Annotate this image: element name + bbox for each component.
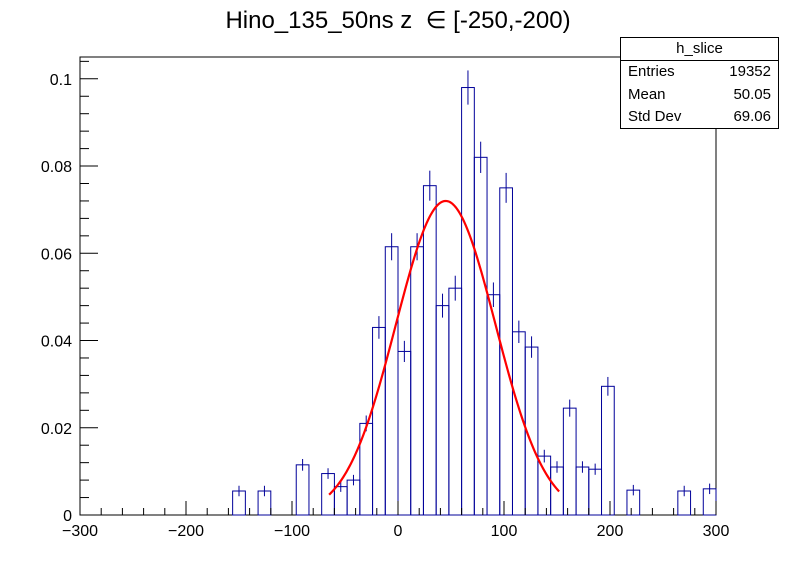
stats-value: 50.05 [733, 85, 771, 103]
histogram-bar [422, 185, 437, 516]
histogram-bar [372, 326, 386, 516]
y-tick-label: 0.1 [50, 72, 72, 89]
x-tick-label: 100 [491, 523, 518, 540]
y-tick-label: 0.04 [41, 334, 72, 351]
histogram-bar [588, 468, 603, 516]
histogram-bar [473, 156, 488, 516]
histogram-bar [461, 87, 475, 516]
x-tick-label: −100 [274, 523, 310, 540]
chart-title: Hino_135_50ns z ∈ [-250,-200) [225, 7, 571, 34]
stats-label: Entries [628, 63, 675, 80]
y-tick-label: 0 [63, 508, 72, 525]
y-tick-label: 0.06 [41, 246, 72, 263]
x-tick-label: 0 [394, 523, 403, 540]
histogram-bar [486, 294, 501, 516]
stats-label: Std Dev [628, 108, 682, 125]
stats-box: h_slice Entries 19352 Mean 50.05 Std Dev… [620, 37, 779, 129]
histogram-bar [537, 455, 552, 516]
x-tick-label: 300 [703, 523, 730, 540]
stats-label: Mean [628, 85, 666, 103]
stats-row-entries: Entries 19352 [621, 61, 778, 84]
histogram-bar [601, 385, 615, 516]
stats-row-mean: Mean 50.05 [621, 84, 778, 107]
histogram-layer [232, 70, 717, 516]
x-tick-label: −200 [168, 523, 204, 540]
histogram-bar [410, 246, 424, 516]
fit-curve [328, 199, 560, 496]
axes-layer: −300 −200 −100 0 100 200 300 0 0.02 0.04 0.06 0.08 0… [41, 60, 730, 540]
y-tick-label: 0.08 [41, 159, 72, 176]
fit-layer [328, 199, 560, 496]
histogram-bar [397, 350, 412, 516]
stats-value: 19352 [729, 63, 771, 80]
x-tick-label: −300 [62, 523, 98, 540]
histogram-bar [448, 287, 463, 516]
histogram-bar [435, 305, 450, 516]
x-tick-label: 200 [597, 523, 624, 540]
histogram-bar [321, 473, 335, 516]
y-tick-label: 0.02 [41, 421, 72, 438]
stats-value: 69.06 [733, 108, 771, 125]
stats-title: h_slice [621, 38, 778, 61]
histogram-bar [384, 246, 399, 516]
histogram-bar [550, 466, 564, 516]
stats-row-std-dev: Std Dev 69.06 [621, 106, 778, 129]
histogram-bar [295, 464, 310, 516]
histogram-bar [562, 407, 577, 516]
histogram-bar [575, 466, 590, 516]
